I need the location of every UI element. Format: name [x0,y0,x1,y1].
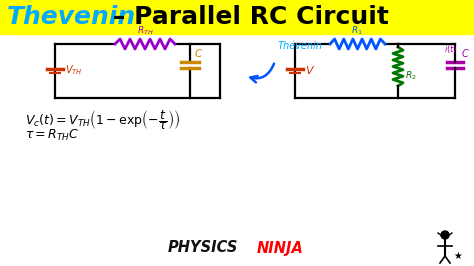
Text: $V_{TH}$: $V_{TH}$ [65,63,83,77]
Text: – Parallel RC Circuit: – Parallel RC Circuit [104,5,389,29]
FancyArrowPatch shape [250,64,274,82]
Text: PHYSICS: PHYSICS [168,240,238,256]
Text: $V_c(t) = V_{TH}\left(1-\exp\!\left(-\dfrac{t}{\tau}\right)\right)$: $V_c(t) = V_{TH}\left(1-\exp\!\left(-\df… [25,108,180,132]
Circle shape [441,231,449,239]
Text: $\tau = R_{TH}C$: $\tau = R_{TH}C$ [25,128,80,143]
Text: NINJA: NINJA [257,240,304,256]
Text: $V$: $V$ [305,64,315,76]
Text: $i(t)$: $i(t)$ [444,43,458,55]
Text: Thevenin: Thevenin [7,5,136,29]
Text: Thévenin: Thévenin [278,41,323,51]
Text: $R_2$: $R_2$ [405,70,417,82]
Text: $C$: $C$ [461,47,470,59]
Text: ★: ★ [454,251,462,261]
Bar [0,0,474,34]
Text: $R_{TH}$: $R_{TH}$ [137,24,154,37]
Text: $R_1$: $R_1$ [351,24,363,37]
Text: $C$: $C$ [194,47,203,59]
